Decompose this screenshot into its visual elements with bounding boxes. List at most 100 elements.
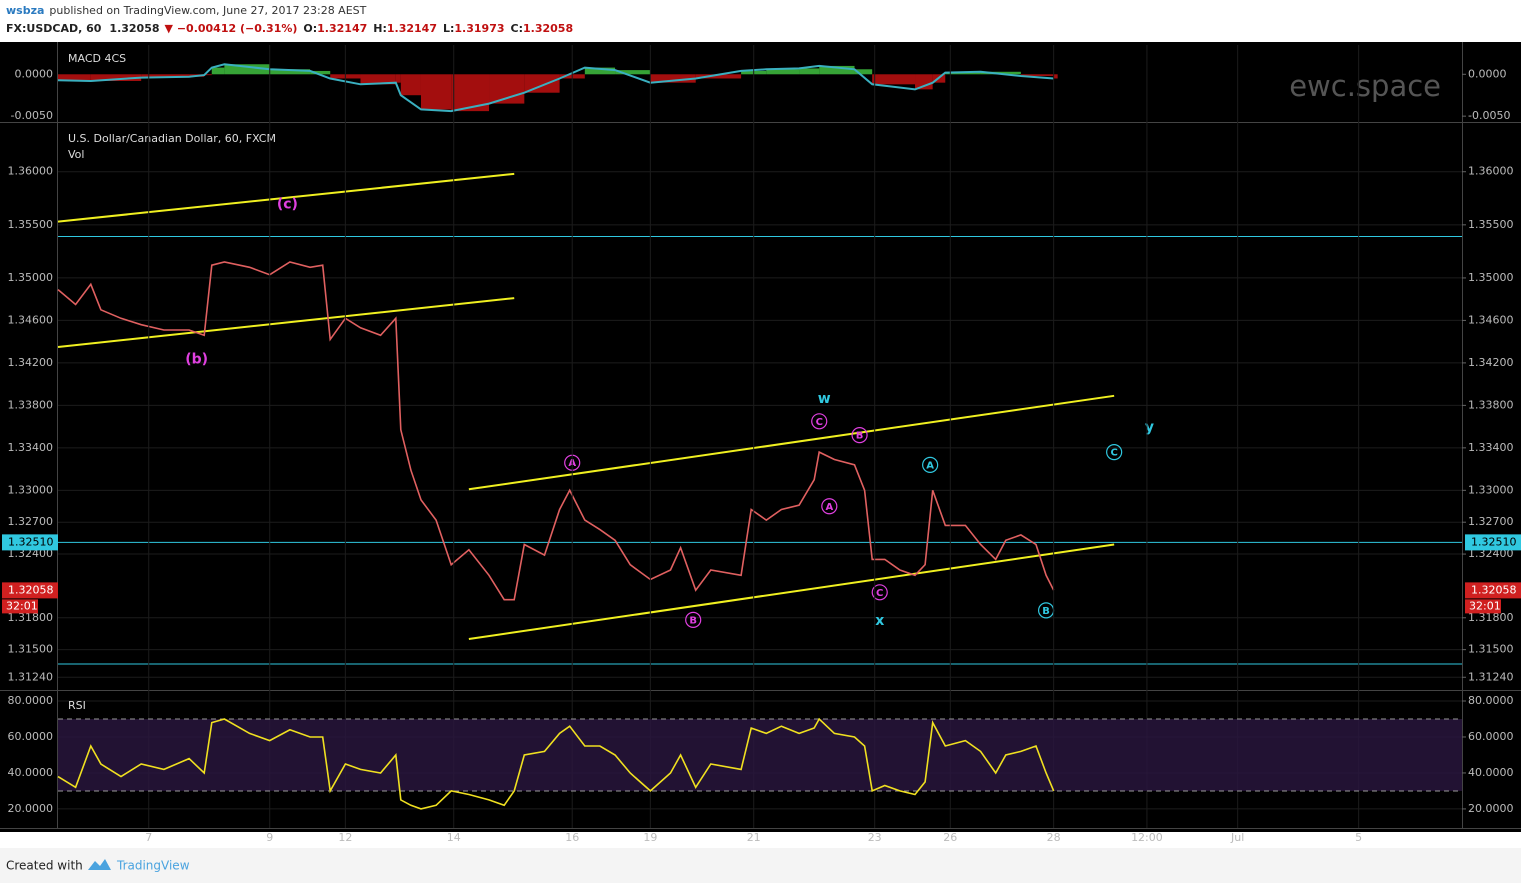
x-tick-label: 23 — [868, 831, 882, 844]
footer — [0, 848, 1521, 883]
ohlc-value: 1.32058 — [523, 22, 573, 35]
last-price-tag — [1465, 582, 1521, 599]
header-line: wsbza published on TradingView.com, June … — [6, 4, 367, 17]
y-tick-label: 80.0000 — [8, 694, 54, 707]
y-tick-label: 1.35000 — [8, 271, 54, 284]
wave-label: x — [875, 613, 884, 629]
y-tick-label: 60.0000 — [8, 730, 54, 743]
wave-label: B — [856, 431, 864, 442]
x-tick-label: 14 — [447, 831, 461, 844]
last-price-tag — [2, 582, 58, 599]
x-tick-label: Jul — [1230, 831, 1244, 844]
y-tick-label: 1.35500 — [1468, 218, 1514, 231]
y-tick-label: 1.31500 — [8, 643, 54, 656]
watermark: ewc.space — [1289, 69, 1441, 103]
macd-bar — [766, 69, 800, 75]
price-tag — [2, 534, 58, 551]
y-tick-label: 80.0000 — [1468, 694, 1514, 707]
chart-background — [0, 42, 1521, 832]
countdown-label: 32:01 — [1469, 599, 1501, 612]
y-tick-label: 1.34600 — [8, 313, 54, 326]
wave-circle — [922, 456, 939, 473]
price: 1.32058 — [109, 22, 159, 35]
pane-title: RSI — [68, 699, 86, 712]
y-tick-label: 1.33400 — [8, 441, 54, 454]
x-tick-label: 5 — [1355, 831, 1362, 844]
countdown-tag — [2, 599, 38, 614]
wave-label: B — [689, 615, 697, 626]
y-tick-label: 1.33000 — [8, 483, 54, 496]
macd-bar — [819, 65, 855, 75]
ohlc-value: 1.31973 — [454, 22, 504, 35]
macd-bar — [310, 70, 331, 75]
macd-bar — [90, 74, 142, 81]
y-tick-label: 1.31500 — [1468, 643, 1514, 656]
macd-bar — [489, 74, 525, 104]
macd-bar — [584, 67, 616, 75]
author[interactable]: wsbza — [6, 4, 44, 17]
wave-label: (b) — [185, 352, 208, 368]
trend-line — [468, 543, 1115, 641]
trend-line — [468, 394, 1115, 491]
y-tick-label: 1.31800 — [1468, 611, 1514, 624]
ohlc-value: 1.32147 — [317, 22, 367, 35]
y-tick-label: 1.33800 — [8, 398, 54, 411]
footer-brand[interactable]: TradingView — [116, 859, 190, 873]
wave-label: C — [1110, 448, 1117, 459]
wave-circle — [685, 611, 702, 629]
macd-bar — [915, 74, 933, 90]
countdown-tag — [1465, 599, 1501, 614]
y-tick-label: 1.32700 — [8, 515, 54, 528]
y-tick-label: 1.35000 — [1468, 271, 1514, 284]
price-tag-label: 1.32510 — [8, 535, 54, 548]
y-tick-label: 20.0000 — [8, 802, 54, 815]
y-tick-label: 0.0000 — [1468, 67, 1507, 80]
macd-bar — [1053, 74, 1058, 79]
macd-bar — [400, 74, 421, 96]
pane-title: MACD 4CS — [68, 52, 126, 65]
y-tick-label: 1.31800 — [8, 611, 54, 624]
macd-bar — [650, 74, 696, 83]
ohlc-label: L: — [443, 22, 454, 35]
trend-line — [57, 297, 515, 348]
y-tick-label: 1.32700 — [1468, 515, 1514, 528]
x-tick-label: 12 — [338, 831, 352, 844]
macd-bar — [420, 74, 452, 110]
price-tag — [1465, 534, 1521, 551]
macd-bar — [1020, 74, 1054, 76]
y-tick-label: -0.0050 — [1468, 109, 1510, 122]
x-tick-label: 28 — [1047, 831, 1061, 844]
y-tick-label: 1.34600 — [1468, 313, 1514, 326]
countdown-label: 32:01 — [6, 599, 38, 612]
wave-label: (c) — [277, 197, 298, 213]
macd-bar — [269, 69, 311, 75]
wave-circle — [871, 584, 888, 601]
wave-label: C — [876, 588, 883, 599]
y-tick-label: 40.0000 — [8, 766, 54, 779]
ohlc-label: C: — [511, 22, 523, 35]
wave-circle — [821, 498, 838, 515]
ohlc: O:1.32147 H:1.32147 L:1.31973 C:1.32058 — [303, 22, 573, 35]
ohlc-value: 1.32147 — [387, 22, 437, 35]
macd-bar — [395, 74, 401, 83]
y-tick-label: 0.0000 — [15, 67, 54, 80]
macd-bar — [58, 74, 91, 81]
symbol-line: FX:USDCAD, 60 1.32058 ▼ −0.00412 (−0.31%) O… — [6, 22, 573, 35]
y-tick-label: -0.0050 — [11, 109, 53, 122]
symbol: FX:USDCAD, 60 — [6, 22, 102, 35]
y-tick-label: 1.33000 — [1468, 483, 1514, 496]
wave-circle — [851, 427, 868, 444]
macd-bar — [799, 68, 820, 75]
footer-text: Created with — [6, 859, 83, 873]
macd-bar — [945, 72, 981, 75]
x-tick-label: 19 — [643, 831, 657, 844]
change: ▼ −0.00412 (−0.31%) — [165, 22, 298, 35]
x-tick-label: 16 — [565, 831, 579, 844]
y-tick-label: 60.0000 — [1468, 730, 1514, 743]
x-tick-label: 7 — [145, 831, 152, 844]
y-tick-label: 1.31240 — [8, 670, 54, 683]
published: published on TradingView.com, June 27, 2… — [49, 4, 366, 17]
wave-label: C — [816, 417, 823, 428]
last-price-label: 1.32058 — [1471, 583, 1517, 596]
series-line — [57, 717, 1055, 810]
